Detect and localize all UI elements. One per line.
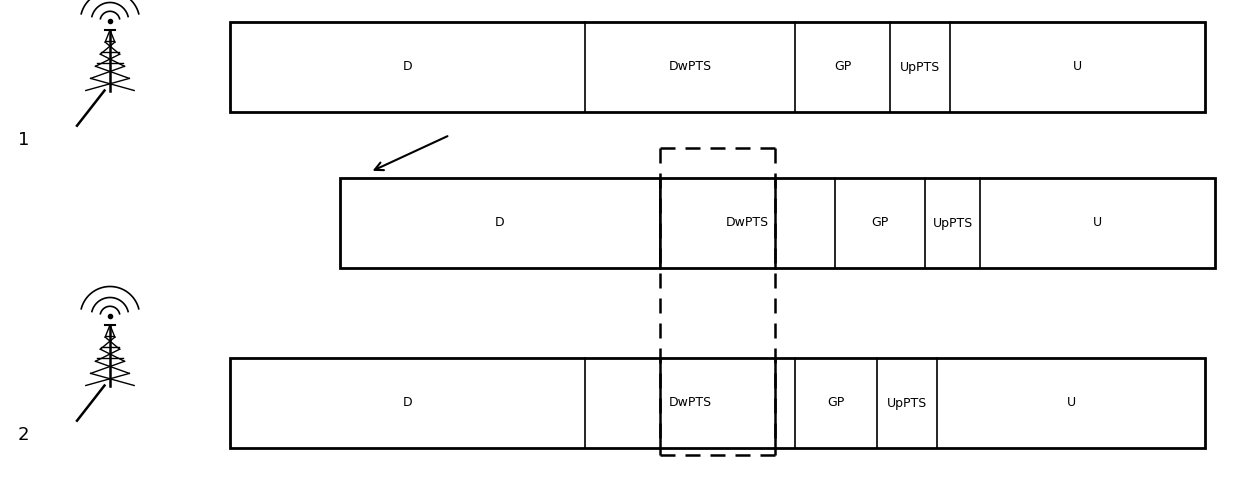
Text: UpPTS: UpPTS [887,397,928,410]
Text: D: D [403,61,413,74]
Text: 2: 2 [19,426,30,444]
Text: UpPTS: UpPTS [900,61,940,74]
Text: DwPTS: DwPTS [725,217,769,230]
Text: U: U [1073,61,1083,74]
Bar [229,358,1205,448]
Text: 1: 1 [19,131,30,149]
Bar [229,22,1205,112]
Bar [340,178,1215,268]
Text: D: D [495,217,505,230]
Text: GP: GP [872,217,889,230]
Text: U: U [1092,217,1102,230]
Text: GP: GP [833,61,851,74]
Text: UpPTS: UpPTS [932,217,972,230]
Text: U: U [1066,397,1075,410]
Text: GP: GP [827,397,844,410]
Text: DwPTS: DwPTS [668,61,712,74]
Text: DwPTS: DwPTS [668,397,712,410]
Text: D: D [403,397,413,410]
